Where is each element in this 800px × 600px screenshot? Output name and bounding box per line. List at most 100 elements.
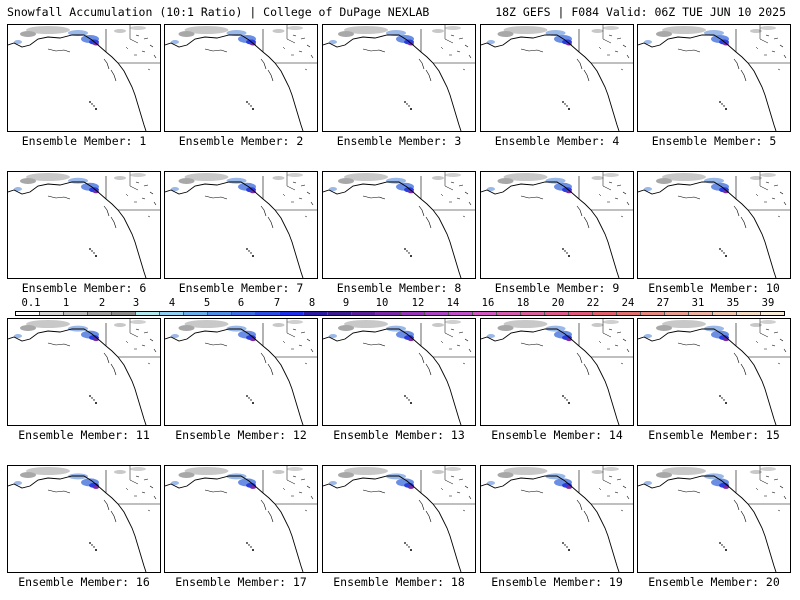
ensemble-member-label: Ensemble Member: 14 [491, 428, 623, 442]
ensemble-member-label: Ensemble Member: 3 [336, 134, 462, 148]
snowfall-map [8, 25, 160, 131]
colorbar-swatch [616, 312, 641, 315]
colorbar-swatch [472, 312, 497, 315]
ensemble-member-label: Ensemble Member: 7 [178, 281, 304, 295]
ensemble-map-panel [480, 24, 634, 132]
ensemble-map-panel [7, 318, 161, 426]
colorbar-swatch [688, 312, 713, 315]
colorbar-swatch [736, 312, 761, 315]
ensemble-member-label: Ensemble Member: 12 [175, 428, 307, 442]
snowfall-colorbar [15, 311, 785, 316]
colorbar-swatch [256, 312, 281, 315]
colorbar-tick-label: 12 [411, 297, 425, 309]
colorbar-swatch [280, 312, 305, 315]
ensemble-map-panel [7, 171, 161, 279]
snowfall-map [638, 319, 790, 425]
snowfall-map [481, 172, 633, 278]
colorbar-swatch [328, 312, 353, 315]
ensemble-map-panel [322, 24, 476, 132]
ensemble-member-label: Ensemble Member: 2 [178, 134, 304, 148]
colorbar-swatch [760, 312, 784, 315]
colorbar-tick-label: 2 [98, 297, 106, 309]
snowfall-map [165, 466, 317, 572]
ensemble-map-panel [637, 24, 791, 132]
snowfall-map [8, 466, 160, 572]
ensemble-map-panel [322, 318, 476, 426]
ensemble-map-panel [480, 318, 634, 426]
colorbar-swatch [712, 312, 737, 315]
colorbar-tick-label: 16 [481, 297, 495, 309]
colorbar-tick-label: 3 [132, 297, 140, 309]
colorbar-tick-label: 22 [586, 297, 600, 309]
colorbar-tick-label: 18 [516, 297, 530, 309]
snowfall-map [481, 466, 633, 572]
ensemble-map-panel [7, 465, 161, 573]
snowfall-map [638, 466, 790, 572]
colorbar-swatch [208, 312, 233, 315]
ensemble-member-label: Ensemble Member: 17 [175, 575, 307, 589]
colorbar-tick-label: 10 [375, 297, 389, 309]
ensemble-member-label: Ensemble Member: 6 [21, 281, 147, 295]
ensemble-member-label: Ensemble Member: 15 [648, 428, 780, 442]
ensemble-member-label: Ensemble Member: 19 [491, 575, 623, 589]
colorbar-tick-label: 6 [237, 297, 245, 309]
colorbar-tick-label: 39 [761, 297, 775, 309]
colorbar-swatch [64, 312, 89, 315]
map-title: Snowfall Accumulation (10:1 Ratio) | Col… [7, 5, 430, 19]
snowfall-map [323, 25, 475, 131]
colorbar-tick-label: 4 [168, 297, 176, 309]
ensemble-map-panel [637, 171, 791, 279]
colorbar-tick-label: 8 [308, 297, 316, 309]
snowfall-map [165, 25, 317, 131]
ensemble-member-label: Ensemble Member: 9 [494, 281, 620, 295]
colorbar-tick-label: 24 [621, 297, 635, 309]
model-run-info: 18Z GEFS | F084 Valid: 06Z TUE JUN 10 20… [495, 5, 786, 19]
snowfall-map [165, 319, 317, 425]
colorbar-swatch [592, 312, 617, 315]
ensemble-map-panel [637, 318, 791, 426]
colorbar-swatch [424, 312, 449, 315]
colorbar-swatch [112, 312, 137, 315]
colorbar-tick-label: 1 [62, 297, 70, 309]
colorbar-swatch [40, 312, 65, 315]
snowfall-map [8, 319, 160, 425]
colorbar-swatch [520, 312, 545, 315]
ensemble-member-label: Ensemble Member: 13 [333, 428, 465, 442]
ensemble-member-label: Ensemble Member: 20 [648, 575, 780, 589]
ensemble-map-panel [164, 171, 318, 279]
colorbar-swatch [544, 312, 569, 315]
colorbar-tick-label: 27 [656, 297, 670, 309]
colorbar-swatch [568, 312, 593, 315]
colorbar-swatch [88, 312, 113, 315]
ensemble-member-label: Ensemble Member: 8 [336, 281, 462, 295]
colorbar-swatch [400, 312, 425, 315]
colorbar-tick-label: 31 [691, 297, 705, 309]
ensemble-member-label: Ensemble Member: 18 [333, 575, 465, 589]
colorbar-swatch [496, 312, 521, 315]
ensemble-member-label: Ensemble Member: 4 [494, 134, 620, 148]
snowfall-map [481, 25, 633, 131]
colorbar-tick-label: 20 [551, 297, 565, 309]
colorbar-swatch [232, 312, 257, 315]
ensemble-map-panel [164, 318, 318, 426]
snowfall-map [165, 172, 317, 278]
ensemble-map-panel [7, 24, 161, 132]
ensemble-member-label: Ensemble Member: 1 [21, 134, 147, 148]
colorbar-tick-label: 0.1 [21, 297, 41, 309]
colorbar-swatch [136, 312, 161, 315]
ensemble-member-label: Ensemble Member: 11 [18, 428, 150, 442]
ensemble-member-label: Ensemble Member: 16 [18, 575, 150, 589]
colorbar-swatch [160, 312, 185, 315]
ensemble-map-panel [637, 465, 791, 573]
ensemble-map-panel [322, 171, 476, 279]
ensemble-map-panel [322, 465, 476, 573]
colorbar-swatch [16, 312, 41, 315]
ensemble-map-panel [480, 465, 634, 573]
ensemble-map-panel [480, 171, 634, 279]
ensemble-member-label: Ensemble Member: 10 [648, 281, 780, 295]
ensemble-map-panel [164, 465, 318, 573]
colorbar-tick-label: 14 [446, 297, 460, 309]
snowfall-map [638, 25, 790, 131]
snowfall-map [323, 466, 475, 572]
colorbar-swatch [352, 312, 377, 315]
